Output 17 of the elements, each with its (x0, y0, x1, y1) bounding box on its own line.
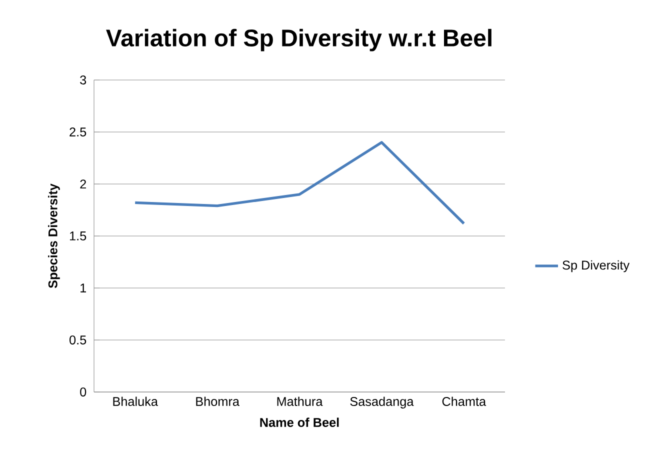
x-tick-label: Bhaluka (113, 396, 158, 406)
y-tick-label: 1.5 (70, 232, 86, 240)
y-tick-label: 0 (80, 388, 86, 396)
y-tick-label: 0.5 (70, 336, 86, 344)
chart-title: Variation of Sp Diversity w.r.t Beel (106, 28, 492, 52)
x-tick-label: Bhomra (196, 396, 240, 406)
y-tick-label: 3 (80, 76, 86, 84)
y-tick-label: 2 (80, 180, 86, 188)
legend-label: Sp Diversity (562, 260, 630, 272)
x-tick-label: Sasadanga (350, 396, 414, 409)
line-series (134, 141, 466, 225)
y-tick-label: 1 (80, 284, 86, 292)
x-tick-label: Chamta (442, 396, 486, 406)
x-tick-label: Mathura (277, 396, 323, 406)
y-axis-title: Species Diversity (48, 184, 60, 288)
x-axis-title: Name of Beel (260, 418, 339, 427)
y-tick-label: 2.5 (70, 128, 86, 136)
